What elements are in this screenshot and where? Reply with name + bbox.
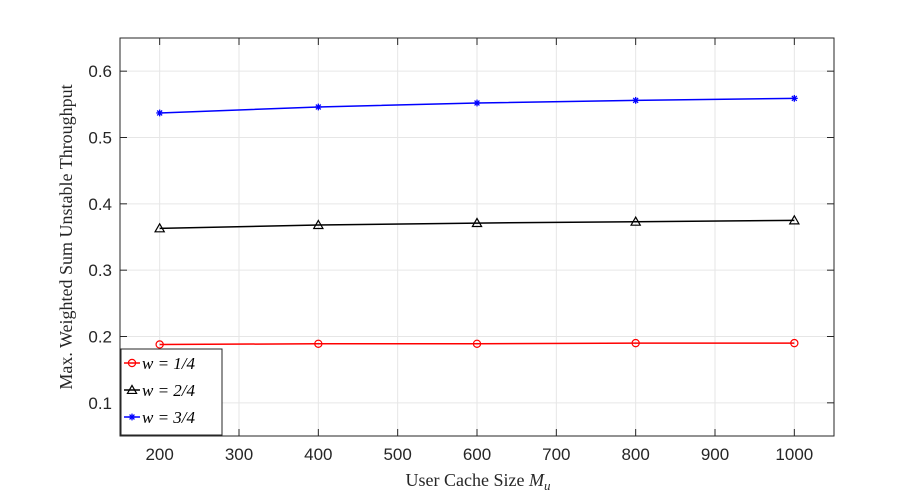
data-point <box>156 109 164 117</box>
data-point <box>312 219 324 230</box>
data-point <box>790 94 798 102</box>
data-point <box>155 340 164 349</box>
data-point <box>472 339 482 348</box>
y-tick-label: 0.4 <box>88 195 112 214</box>
series-layer <box>154 94 800 349</box>
x-axis-title-subscript: u <box>544 478 551 493</box>
legend-label: w = 2/4 <box>142 381 196 400</box>
x-axis-title-text: User Cache Size <box>406 470 525 490</box>
x-tick-label: 800 <box>621 445 649 464</box>
x-tick-label: 1000 <box>775 445 813 464</box>
data-point <box>314 339 323 348</box>
data-point <box>471 217 483 228</box>
data-point <box>314 103 322 111</box>
y-tick-label: 0.5 <box>88 129 112 148</box>
legend-item: w = 2/4 <box>124 381 196 400</box>
legend-marker <box>127 358 137 368</box>
x-tick-label: 400 <box>304 445 332 464</box>
x-tick-label: 200 <box>145 445 173 464</box>
series-2 <box>154 214 800 233</box>
y-axis: 0.1 0.2 0.3 0.4 0.5 0.6 <box>88 62 834 413</box>
data-point <box>473 99 481 107</box>
y-tick-label: 0.2 <box>88 328 112 347</box>
data-point <box>631 338 640 348</box>
x-tick-label: 700 <box>542 445 570 464</box>
legend-label: w = 3/4 <box>142 408 196 427</box>
series-3 <box>156 94 798 117</box>
data-point <box>790 338 799 348</box>
legend-marker <box>126 384 138 395</box>
series-1 <box>155 338 799 349</box>
series-line <box>159 219 795 230</box>
x-tick-label: 600 <box>463 445 491 464</box>
x-axis: 200 300 400 500 600 700 800 900 1000 <box>145 38 813 464</box>
x-tick-label: 500 <box>383 445 411 464</box>
y-axis-title: Max. Weighted Sum Unstable Throughput <box>56 84 76 389</box>
legend: w = 1/4 w = 2/4 w = 3/4 <box>120 348 223 436</box>
data-point <box>154 222 166 233</box>
legend-marker <box>128 413 136 421</box>
x-tick-label: 900 <box>701 445 729 464</box>
data-point <box>632 96 640 104</box>
y-tick-label: 0.1 <box>88 394 112 413</box>
series-line <box>159 342 795 346</box>
legend-item: w = 3/4 <box>124 408 196 427</box>
x-tick-label: 300 <box>225 445 253 464</box>
y-tick-label: 0.3 <box>88 261 112 280</box>
legend-label: w = 1/4 <box>142 354 196 373</box>
data-point <box>788 214 800 225</box>
legend-item: w = 1/4 <box>124 354 196 373</box>
x-axis-title-symbol: M <box>528 470 545 490</box>
y-tick-label: 0.6 <box>88 62 112 81</box>
x-axis-title: User Cache Size Mu <box>406 470 551 493</box>
data-point <box>630 215 642 226</box>
